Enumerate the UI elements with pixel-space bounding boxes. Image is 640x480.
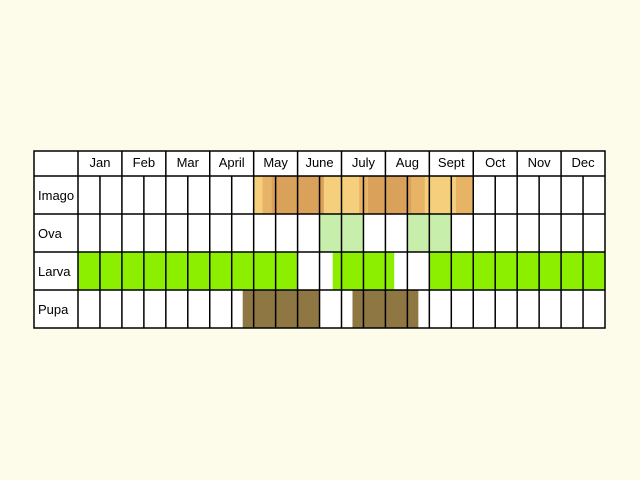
month-label-dec: Dec (571, 155, 595, 170)
imago-period-bar-0 (253, 176, 263, 214)
month-label-jan: Jan (89, 155, 110, 170)
month-label-nov: Nov (528, 155, 552, 170)
imago-period-bar-8 (455, 176, 474, 214)
month-label-mar: Mar (177, 155, 200, 170)
month-label-sept: Sept (438, 155, 465, 170)
imago-period-bar-1 (262, 176, 272, 214)
imago-period-bar-5 (367, 176, 412, 214)
pupa-period-bar-0 (242, 290, 320, 328)
month-label-may: May (263, 155, 288, 170)
stage-label-pupa: Pupa (38, 302, 69, 317)
month-label-july: July (352, 155, 376, 170)
stage-label-imago: Imago (38, 188, 74, 203)
stage-label-larva: Larva (38, 264, 71, 279)
imago-period-bar-6 (411, 176, 425, 214)
month-label-april: April (219, 155, 245, 170)
month-label-aug: Aug (396, 155, 419, 170)
month-label-june: June (305, 155, 333, 170)
stage-label-ova: Ova (38, 226, 63, 241)
month-label-oct: Oct (485, 155, 506, 170)
month-label-feb: Feb (133, 155, 155, 170)
